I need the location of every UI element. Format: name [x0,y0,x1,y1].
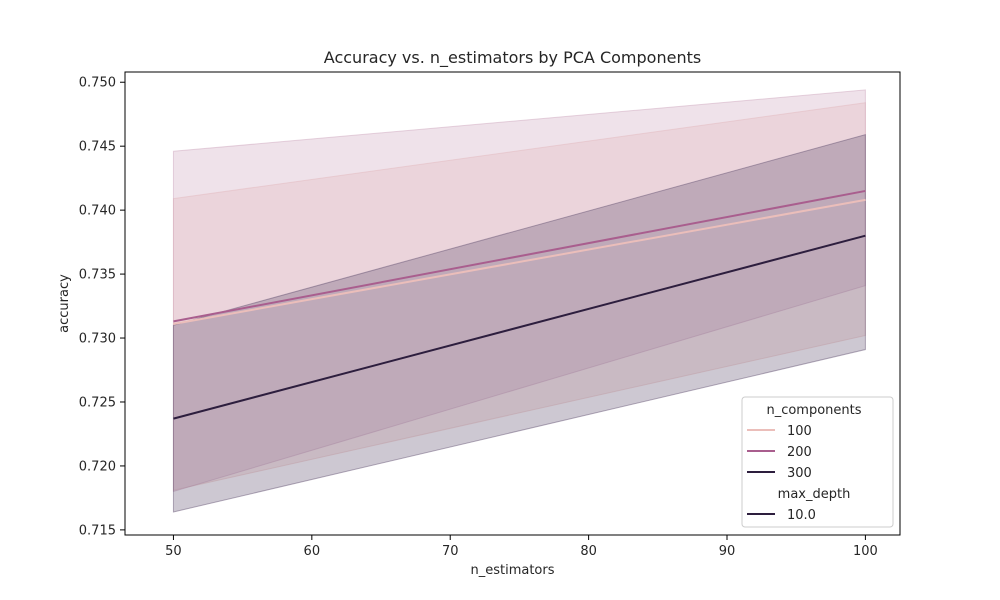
y-axis-label: accuracy [57,274,72,333]
y-tick-label: 0.745 [79,140,116,155]
x-axis: 50 60 70 80 90 100 [165,535,878,559]
y-tick-label: 0.750 [79,76,116,91]
legend-label-300: 300 [787,466,812,481]
legend: n_components 100 200 300 max_depth 10.0 [741,396,894,528]
y-tick-label: 0.725 [79,395,116,410]
y-tick-label: 0.730 [79,332,116,347]
y-tick-label: 0.740 [79,204,116,219]
x-tick-label: 90 [719,544,736,559]
legend-box [741,396,894,528]
legend-style-entries: 10.0 [747,508,816,523]
y-tick-label: 0.720 [79,459,116,474]
series-lines [173,189,866,420]
y-axis: 0.715 0.720 0.725 0.730 0.735 0.740 0.745 0.750 [79,76,125,538]
x-tick-label: 100 [853,544,878,559]
chart-title: Accuracy vs. n_estimators by PCA Compone… [324,48,701,68]
confidence-band-100 [172,102,866,491]
x-tick-label: 50 [165,544,182,559]
x-tick-label: 60 [304,544,321,559]
legend-label-100: 100 [787,424,812,439]
legend-style-label: 10.0 [787,508,816,523]
legend-entries: 100 200 300 [747,424,812,481]
x-tick-label: 80 [580,544,597,559]
x-axis-label: n_estimators [470,563,554,578]
y-tick-label: 0.735 [79,268,116,283]
legend-label-200: 200 [787,445,812,460]
plot-frame [124,71,901,536]
series-line-100 [173,198,866,325]
legend-style-title: max_depth [778,487,851,502]
y-tick-label: 0.715 [79,523,116,538]
confidence-bands [172,89,866,513]
x-tick-label: 70 [442,544,459,559]
series-line-300 [173,234,866,420]
series-line-200 [173,189,866,323]
confidence-band-200 [172,89,866,493]
legend-hue-title: n_components [766,403,861,418]
confidence-band-300 [172,134,866,513]
